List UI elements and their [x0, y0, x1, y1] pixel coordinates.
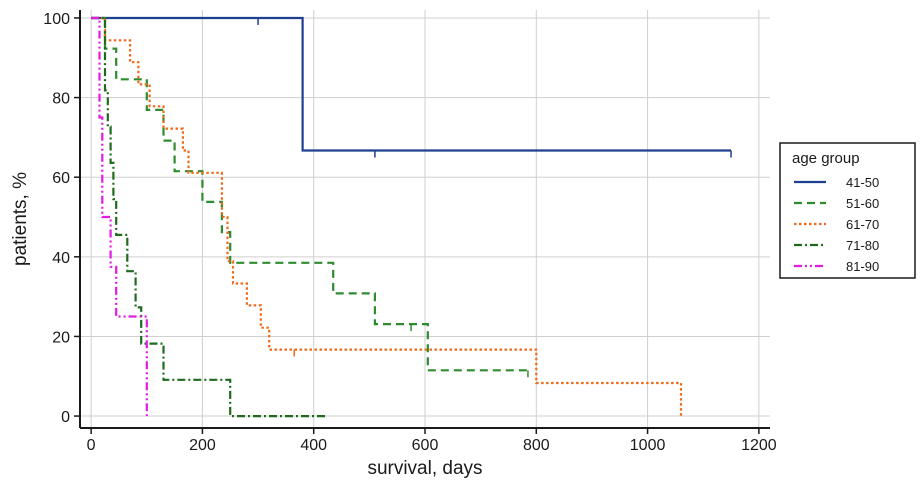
legend-label-81-90: 81-90: [846, 259, 879, 274]
series-line-51-60: [91, 16, 528, 372]
grid: [80, 10, 770, 428]
series-line-71-80: [91, 16, 328, 418]
tick-layer: 0 200 400 600 800 1000 1200 0 20 40 60 80 100: [43, 11, 776, 454]
series-line-61-70: [91, 16, 683, 417]
x-tick-label: 600: [412, 437, 439, 454]
y-tick-label: 80: [52, 91, 70, 108]
x-tick-label: 200: [189, 437, 216, 454]
y-tick-label: 100: [43, 11, 70, 28]
x-tick-label: 1000: [630, 437, 666, 454]
x-tick-label: 800: [523, 437, 550, 454]
legend-label-61-70: 61-70: [846, 217, 879, 232]
legend-title: age group: [792, 150, 860, 167]
x-axis-title: survival, days: [367, 458, 482, 479]
series-line-81-90: [91, 16, 148, 417]
legend-label-51-60: 51-60: [846, 196, 879, 211]
legend-label-71-80: 71-80: [846, 238, 879, 253]
y-tick-label: 60: [52, 170, 70, 187]
y-tick-label: 20: [52, 329, 70, 346]
series-line-41-50: [91, 16, 731, 152]
x-tick-label: 400: [300, 437, 327, 454]
y-axis-title: patients, %: [10, 172, 31, 266]
x-tick-label: 1200: [741, 437, 777, 454]
legend-label-41-50: 41-50: [846, 175, 879, 190]
x-tick-label: 0: [87, 437, 96, 454]
legend: age group 41-50 51-60 61-70 71-80 81-90: [779, 142, 916, 279]
y-tick-label: 40: [52, 250, 70, 267]
legend-items: 41-50 51-60 61-70 71-80 81-90: [794, 175, 879, 274]
y-tick-label: 0: [61, 409, 70, 426]
series-layer: [91, 16, 732, 418]
legend-box: [779, 142, 916, 279]
